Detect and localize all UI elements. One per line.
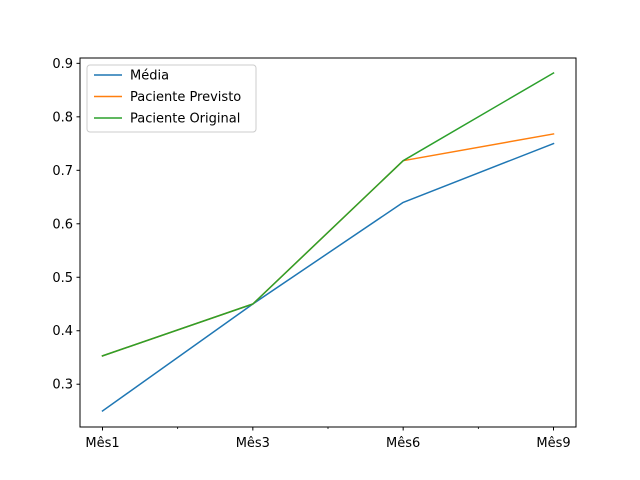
- legend-label: Média: [130, 69, 169, 84]
- ticks-layer: 0.3 0.4 0.5 0.6 0.7 0.8 0.9 Mês1 Mês3 Mês6 Mês9: [52, 57, 570, 451]
- y-tick-label: 0.5: [52, 271, 73, 286]
- y-tick-label: 0.3: [52, 378, 73, 393]
- legend-label: Paciente Previsto: [130, 90, 241, 105]
- legend: Média Paciente Previsto Paciente Original: [86, 64, 257, 133]
- y-tick-label: 0.6: [52, 217, 73, 232]
- y-tick-label: 0.8: [52, 110, 73, 125]
- series-line-3: [101, 71, 555, 357]
- series-line-1: [101, 142, 555, 413]
- x-tick-label: Mês3: [236, 436, 270, 451]
- x-tick-label: Mês1: [85, 436, 119, 451]
- plot-frame: [79, 57, 577, 428]
- legend-label: Paciente Original: [130, 112, 240, 127]
- y-tick-label: 0.9: [52, 57, 73, 72]
- x-tick-label: Mês6: [386, 436, 420, 451]
- x-tick-label: Mês9: [536, 436, 570, 451]
- series-layer: [101, 71, 555, 413]
- y-tick-label: 0.4: [52, 324, 73, 339]
- legend-box: [86, 64, 257, 133]
- y-tick-label: 0.7: [52, 164, 73, 179]
